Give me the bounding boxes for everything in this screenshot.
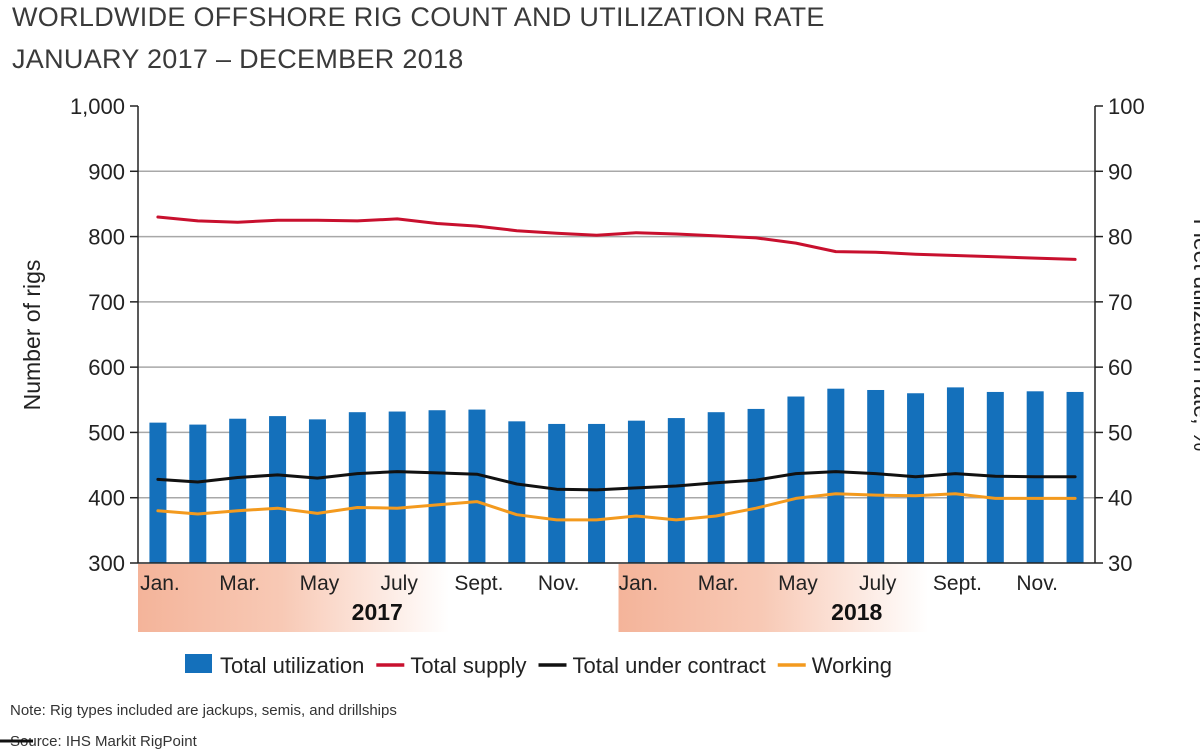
y2-tick-label: 60 xyxy=(1108,355,1132,380)
line-total-supply xyxy=(156,215,1077,261)
month-label: Mar. xyxy=(698,572,739,595)
bar-total-utilization xyxy=(588,423,606,563)
bar-total-utilization xyxy=(269,416,287,563)
y-tick-label: 400 xyxy=(88,486,125,511)
y2-tick-label: 40 xyxy=(1108,486,1132,511)
month-label: Jan. xyxy=(619,572,659,595)
bar-total-utilization xyxy=(189,424,207,563)
bar-total-utilization xyxy=(229,418,247,563)
month-label: Nov. xyxy=(538,572,580,595)
chart-subtitle: JANUARY 2017 – DECEMBER 2018 xyxy=(12,44,464,74)
bar-total-utilization xyxy=(787,396,805,563)
bars xyxy=(149,387,1084,563)
chart-title: WORLDWIDE OFFSHORE RIG COUNT AND UTILIZA… xyxy=(12,2,825,32)
bar-total-utilization xyxy=(548,423,566,563)
year-bands: 2017 2018 xyxy=(138,564,1095,632)
y-tick-label: 300 xyxy=(88,551,125,576)
y2-tick-label: 80 xyxy=(1108,225,1132,250)
month-label: Mar. xyxy=(219,572,260,595)
bar-total-utilization xyxy=(946,387,964,563)
y-tick-label: 600 xyxy=(88,355,125,380)
legend-swatch-bar xyxy=(185,654,212,673)
month-label: May xyxy=(300,572,340,595)
month-labels: Jan. Mar. May July Sept. Nov. Jan. Mar. May July S… xyxy=(140,572,1058,595)
legend-label: Working xyxy=(812,653,892,678)
line-total-under-contract xyxy=(156,470,1077,492)
legend: Total utilization Total supply Total under… xyxy=(185,653,892,678)
month-label: Sept. xyxy=(933,572,982,595)
bar-total-utilization xyxy=(747,408,765,563)
y-tick-label: 1,000 xyxy=(70,94,125,119)
legend-label: Total under contract xyxy=(573,653,766,678)
y2-tick-label: 70 xyxy=(1108,290,1132,315)
line-working xyxy=(156,492,1077,522)
month-label: Jan. xyxy=(140,572,180,595)
bar-total-utilization xyxy=(627,420,645,563)
axes xyxy=(130,105,1103,564)
month-label: Nov. xyxy=(1016,572,1058,595)
bar-total-utilization xyxy=(308,419,326,563)
y2-axis-label: Fleet utilization rate, % xyxy=(1189,219,1200,452)
year-band xyxy=(618,564,1095,632)
y2-tick-label: 100 xyxy=(1108,94,1145,119)
y-axis-label: Number of rigs xyxy=(19,260,45,411)
bar-total-utilization xyxy=(348,412,366,563)
y-tick-label: 700 xyxy=(88,290,125,315)
y2-tick-label: 90 xyxy=(1108,159,1132,184)
y2-tick-label: 50 xyxy=(1108,420,1132,445)
bar-total-utilization xyxy=(827,388,845,563)
month-label: May xyxy=(778,572,818,595)
year-label: 2017 xyxy=(352,599,403,625)
legend-label: Total supply xyxy=(410,653,526,678)
month-label: Sept. xyxy=(454,572,503,595)
bar-total-utilization xyxy=(149,422,167,563)
bar-total-utilization xyxy=(468,409,486,563)
tick-labels: 300 30 400 40 500 50 600 60 700 70 800 80 900 90 1,000… xyxy=(70,94,1145,576)
y-tick-label: 900 xyxy=(88,159,125,184)
year-band xyxy=(138,564,617,632)
year-label: 2018 xyxy=(831,599,882,625)
month-label: July xyxy=(859,572,897,595)
bar-total-utilization xyxy=(388,411,406,563)
bar-total-utilization xyxy=(508,421,526,563)
month-label: July xyxy=(381,572,419,595)
bar-total-utilization xyxy=(667,418,685,563)
gridlines xyxy=(138,170,1095,499)
note-text: Note: Rig types included are jackups, se… xyxy=(10,702,397,719)
y2-tick-label: 30 xyxy=(1108,551,1132,576)
bar-total-utilization xyxy=(867,389,885,563)
series-lines xyxy=(156,215,1077,522)
bar-total-utilization xyxy=(707,412,725,563)
source-text: Source: IHS Markit RigPoint xyxy=(10,733,198,750)
bar-total-utilization xyxy=(428,410,446,563)
legend-label: Total utilization xyxy=(220,653,364,678)
y-tick-label: 800 xyxy=(88,225,125,250)
y-tick-label: 500 xyxy=(88,420,125,445)
